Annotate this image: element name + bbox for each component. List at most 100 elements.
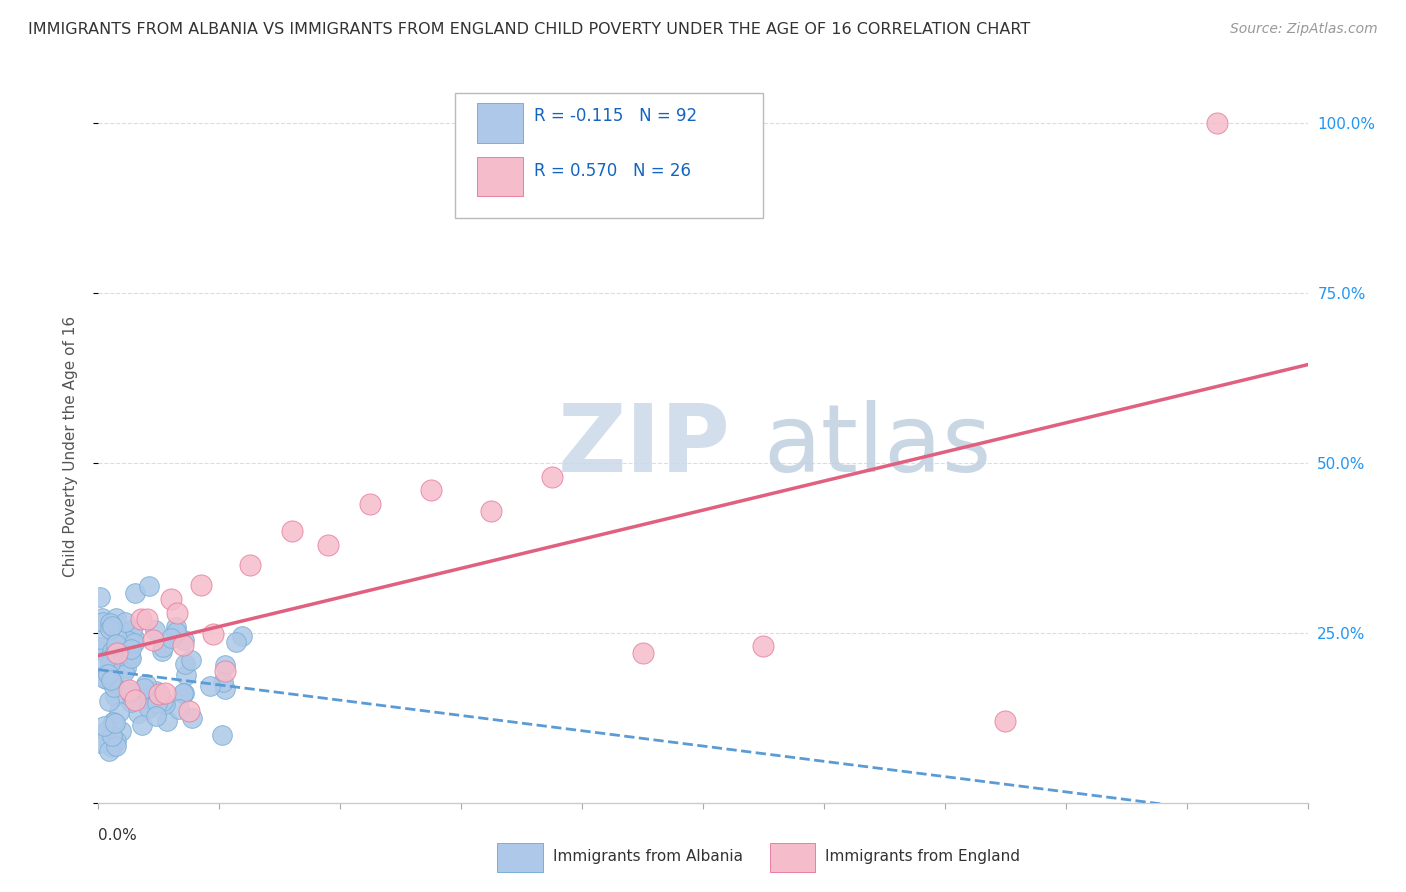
Point xyxy=(214,681,236,696)
FancyBboxPatch shape xyxy=(477,103,523,143)
Point xyxy=(103,680,125,694)
Point xyxy=(98,694,121,708)
Point xyxy=(214,664,236,678)
Point xyxy=(110,723,132,738)
Point xyxy=(112,665,135,679)
Point xyxy=(160,631,183,645)
Point xyxy=(173,632,195,647)
Point xyxy=(121,623,143,637)
Point xyxy=(89,640,111,654)
Point xyxy=(107,648,129,663)
FancyBboxPatch shape xyxy=(456,93,763,218)
Point xyxy=(93,654,115,668)
Point xyxy=(174,657,197,671)
Point xyxy=(145,684,167,698)
Point xyxy=(239,558,262,572)
Point xyxy=(481,503,503,517)
Point xyxy=(180,653,202,667)
Text: Immigrants from Albania: Immigrants from Albania xyxy=(553,849,742,863)
Point xyxy=(145,709,167,723)
Text: atlas: atlas xyxy=(763,400,991,492)
Point xyxy=(752,640,775,654)
Point xyxy=(211,674,233,689)
Point xyxy=(105,611,128,625)
Point xyxy=(94,645,117,659)
Point xyxy=(316,537,339,551)
Point xyxy=(200,679,222,693)
Point xyxy=(152,640,174,654)
Point xyxy=(994,714,1017,729)
Point xyxy=(93,671,115,685)
Point xyxy=(540,469,562,483)
Point xyxy=(174,668,197,682)
Point xyxy=(101,740,124,755)
Point xyxy=(98,616,121,631)
Point xyxy=(98,622,121,636)
Point xyxy=(120,695,142,709)
Point xyxy=(142,632,165,647)
Point xyxy=(101,714,124,729)
Point xyxy=(132,681,155,695)
Point xyxy=(108,705,131,719)
Point xyxy=(231,629,253,643)
Point xyxy=(100,673,122,687)
Point xyxy=(1206,116,1229,130)
Point xyxy=(98,656,121,670)
Point xyxy=(90,611,112,625)
Point xyxy=(165,625,187,640)
Point xyxy=(93,719,115,733)
Point xyxy=(153,686,176,700)
Point xyxy=(104,690,127,704)
Point xyxy=(172,638,194,652)
Text: R = -0.115   N = 92: R = -0.115 N = 92 xyxy=(534,107,697,125)
Point xyxy=(89,632,111,646)
Point xyxy=(211,728,233,742)
Point xyxy=(120,650,142,665)
Point xyxy=(118,634,141,648)
Point xyxy=(105,631,128,645)
Point xyxy=(153,697,176,711)
Point xyxy=(122,631,145,645)
Point xyxy=(129,612,152,626)
Point xyxy=(138,701,160,715)
Point xyxy=(420,483,443,498)
Point xyxy=(190,578,212,592)
Point xyxy=(111,639,134,653)
Point xyxy=(145,696,167,710)
Text: 0.0%: 0.0% xyxy=(98,828,138,843)
Point xyxy=(105,646,128,660)
Point xyxy=(127,706,149,720)
Point xyxy=(100,644,122,658)
Point xyxy=(118,685,141,699)
Point xyxy=(101,619,124,633)
Point xyxy=(103,672,125,686)
Point xyxy=(94,672,117,686)
Point xyxy=(124,586,146,600)
Point xyxy=(101,715,124,730)
Point xyxy=(131,718,153,732)
Point xyxy=(172,685,194,699)
Point xyxy=(96,723,118,738)
Point xyxy=(214,658,236,673)
Point xyxy=(134,691,156,706)
Point xyxy=(281,524,304,538)
Point xyxy=(114,615,136,629)
FancyBboxPatch shape xyxy=(769,844,815,872)
FancyBboxPatch shape xyxy=(498,844,543,872)
Point xyxy=(143,623,166,637)
Point xyxy=(166,606,188,620)
Text: IMMIGRANTS FROM ALBANIA VS IMMIGRANTS FROM ENGLAND CHILD POVERTY UNDER THE AGE O: IMMIGRANTS FROM ALBANIA VS IMMIGRANTS FR… xyxy=(28,22,1031,37)
Point xyxy=(150,644,173,658)
Point xyxy=(104,645,127,659)
Point xyxy=(100,657,122,671)
Point xyxy=(101,729,124,743)
Point xyxy=(120,642,142,657)
Point xyxy=(167,702,190,716)
Point xyxy=(135,677,157,691)
Point xyxy=(118,683,141,698)
Point xyxy=(96,665,118,680)
Text: Source: ZipAtlas.com: Source: ZipAtlas.com xyxy=(1230,22,1378,37)
Text: Immigrants from England: Immigrants from England xyxy=(825,849,1021,863)
Point xyxy=(118,650,141,665)
Point xyxy=(156,714,179,729)
